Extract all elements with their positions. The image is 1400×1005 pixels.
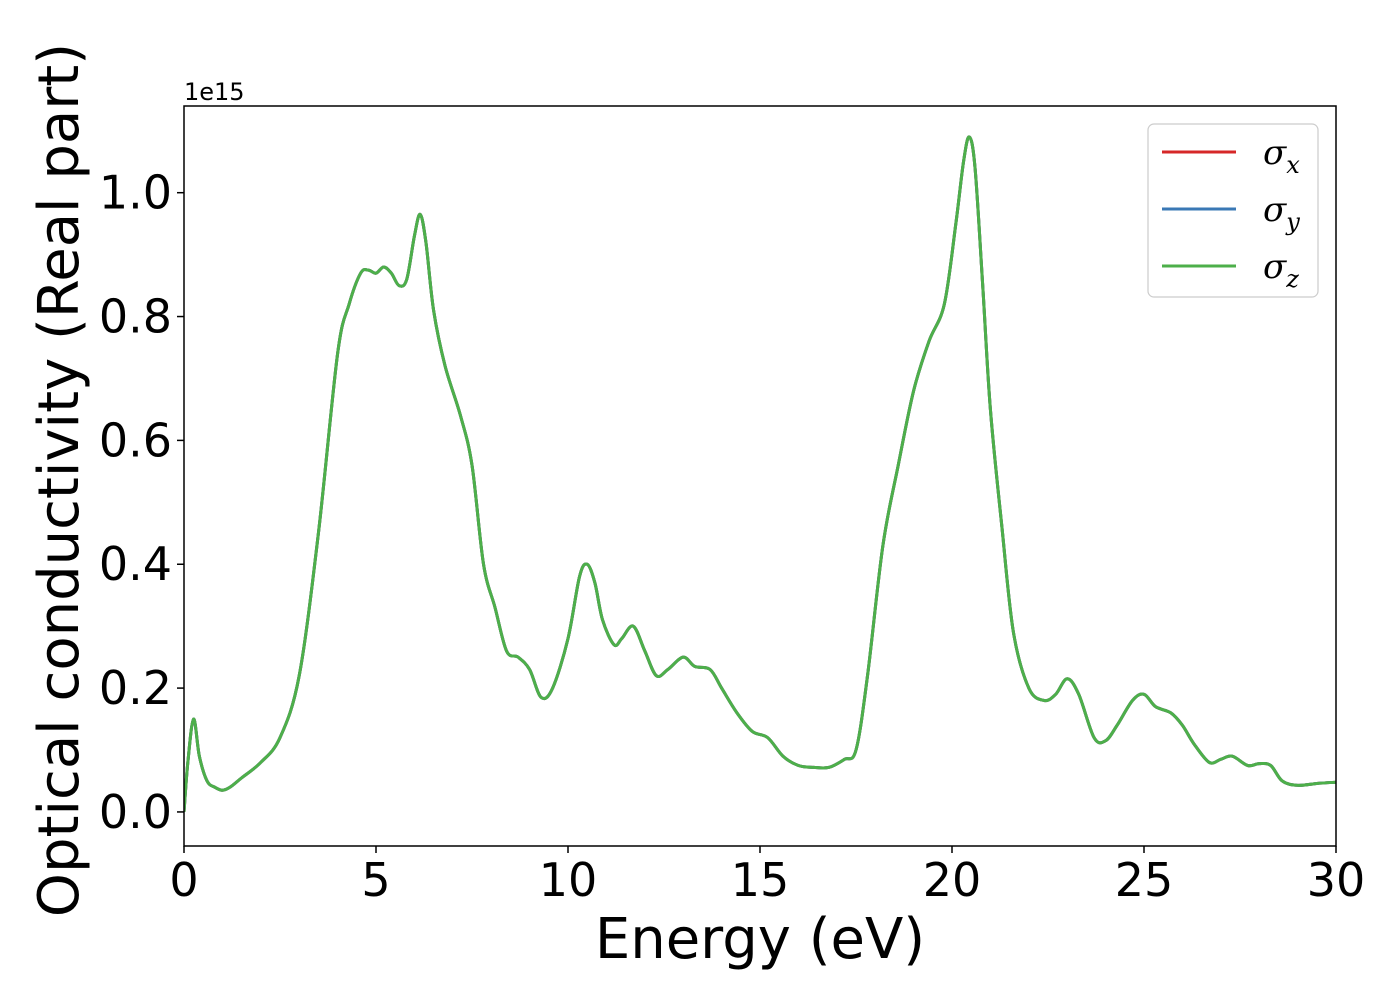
y-axis-title: Optical conductivity (Real part) — [27, 43, 92, 917]
y-axis: 0.0 0.2 0.4 0.6 0.8 1.0 — [99, 166, 184, 839]
y-axis-offset-label: 1e15 — [184, 78, 245, 106]
y-tick-label: 1.0 — [99, 166, 172, 220]
x-tick-label: 25 — [1115, 853, 1174, 907]
series-line-3 — [184, 135, 1336, 813]
legend-label: σy — [1263, 190, 1300, 236]
y-tick-label: 0.0 — [99, 785, 172, 839]
legend-label: σx — [1263, 133, 1300, 179]
series-layer — [184, 135, 1336, 813]
x-tick-label: 20 — [923, 853, 982, 907]
x-tick-label: 15 — [731, 853, 790, 907]
x-axis-title: Energy (eV) — [595, 907, 925, 972]
y-tick-label: 0.2 — [99, 661, 172, 715]
y-tick-label: 0.6 — [99, 413, 172, 467]
legend: σx σy σz — [1147, 123, 1319, 298]
x-tick-label: 10 — [539, 853, 598, 907]
y-tick-label: 0.4 — [99, 537, 172, 591]
x-tick-label: 5 — [361, 853, 390, 907]
x-tick-label: 0 — [169, 853, 198, 907]
y-tick-label: 0.8 — [99, 290, 172, 344]
x-axis: 0 5 10 15 20 25 30 — [169, 846, 1365, 907]
x-tick-label: 30 — [1307, 853, 1366, 907]
legend-label: σz — [1263, 247, 1299, 293]
